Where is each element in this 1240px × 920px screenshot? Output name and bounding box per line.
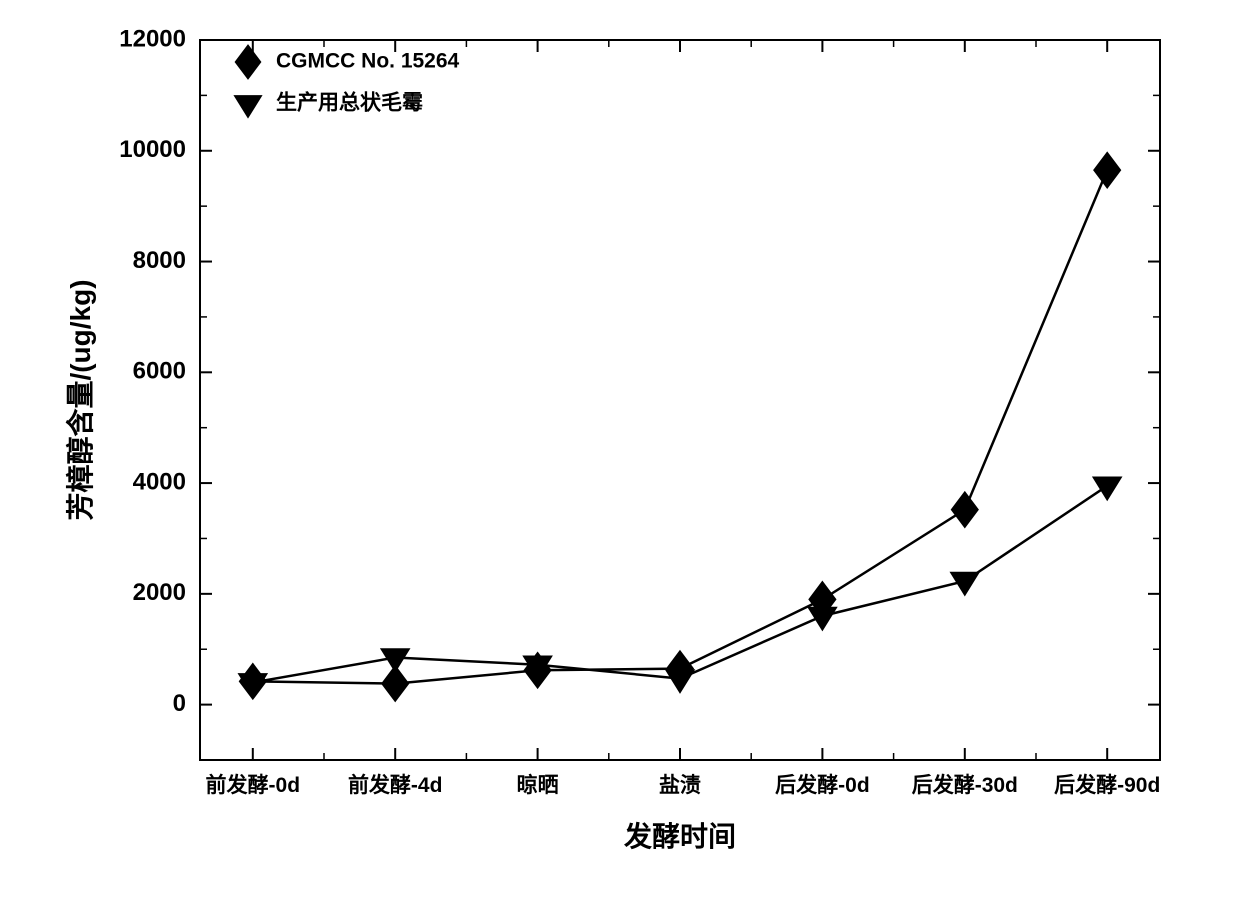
svg-text:4000: 4000 [133,468,186,495]
legend-label-s2: 生产用总状毛霉 [276,91,423,115]
svg-text:晾晒: 晾晒 [517,773,559,797]
svg-text:0: 0 [173,690,186,717]
x-axis-title: 发酵时间 [623,820,736,852]
svg-text:6000: 6000 [133,358,186,385]
y-axis-title: 芳樟醇含量/(ug/kg) [64,279,96,520]
svg-text:10000: 10000 [119,136,186,163]
legend-label-s1: CGMCC No. 15264 [276,50,460,73]
line-chart: 0 2000 4000 6000 8000 10000 12000 前发酵-0d 前发酵-4d 晾… [0,0,1240,920]
chart-container: 0 2000 4000 6000 8000 10000 12000 前发酵-0d 前发酵-4d 晾… [0,0,1240,920]
svg-text:前发酵-0d: 前发酵-0d [206,773,301,797]
svg-text:盐渍: 盐渍 [659,773,701,797]
svg-text:后发酵-90d: 后发酵-90d [1054,773,1160,797]
svg-text:前发酵-4d: 前发酵-4d [348,773,443,797]
svg-text:后发酵-30d: 后发酵-30d [912,773,1018,797]
svg-text:8000: 8000 [133,247,186,274]
svg-text:2000: 2000 [133,579,186,606]
series-line-s1 [253,170,1107,683]
svg-text:后发酵-0d: 后发酵-0d [775,773,870,797]
svg-text:12000: 12000 [119,25,186,52]
